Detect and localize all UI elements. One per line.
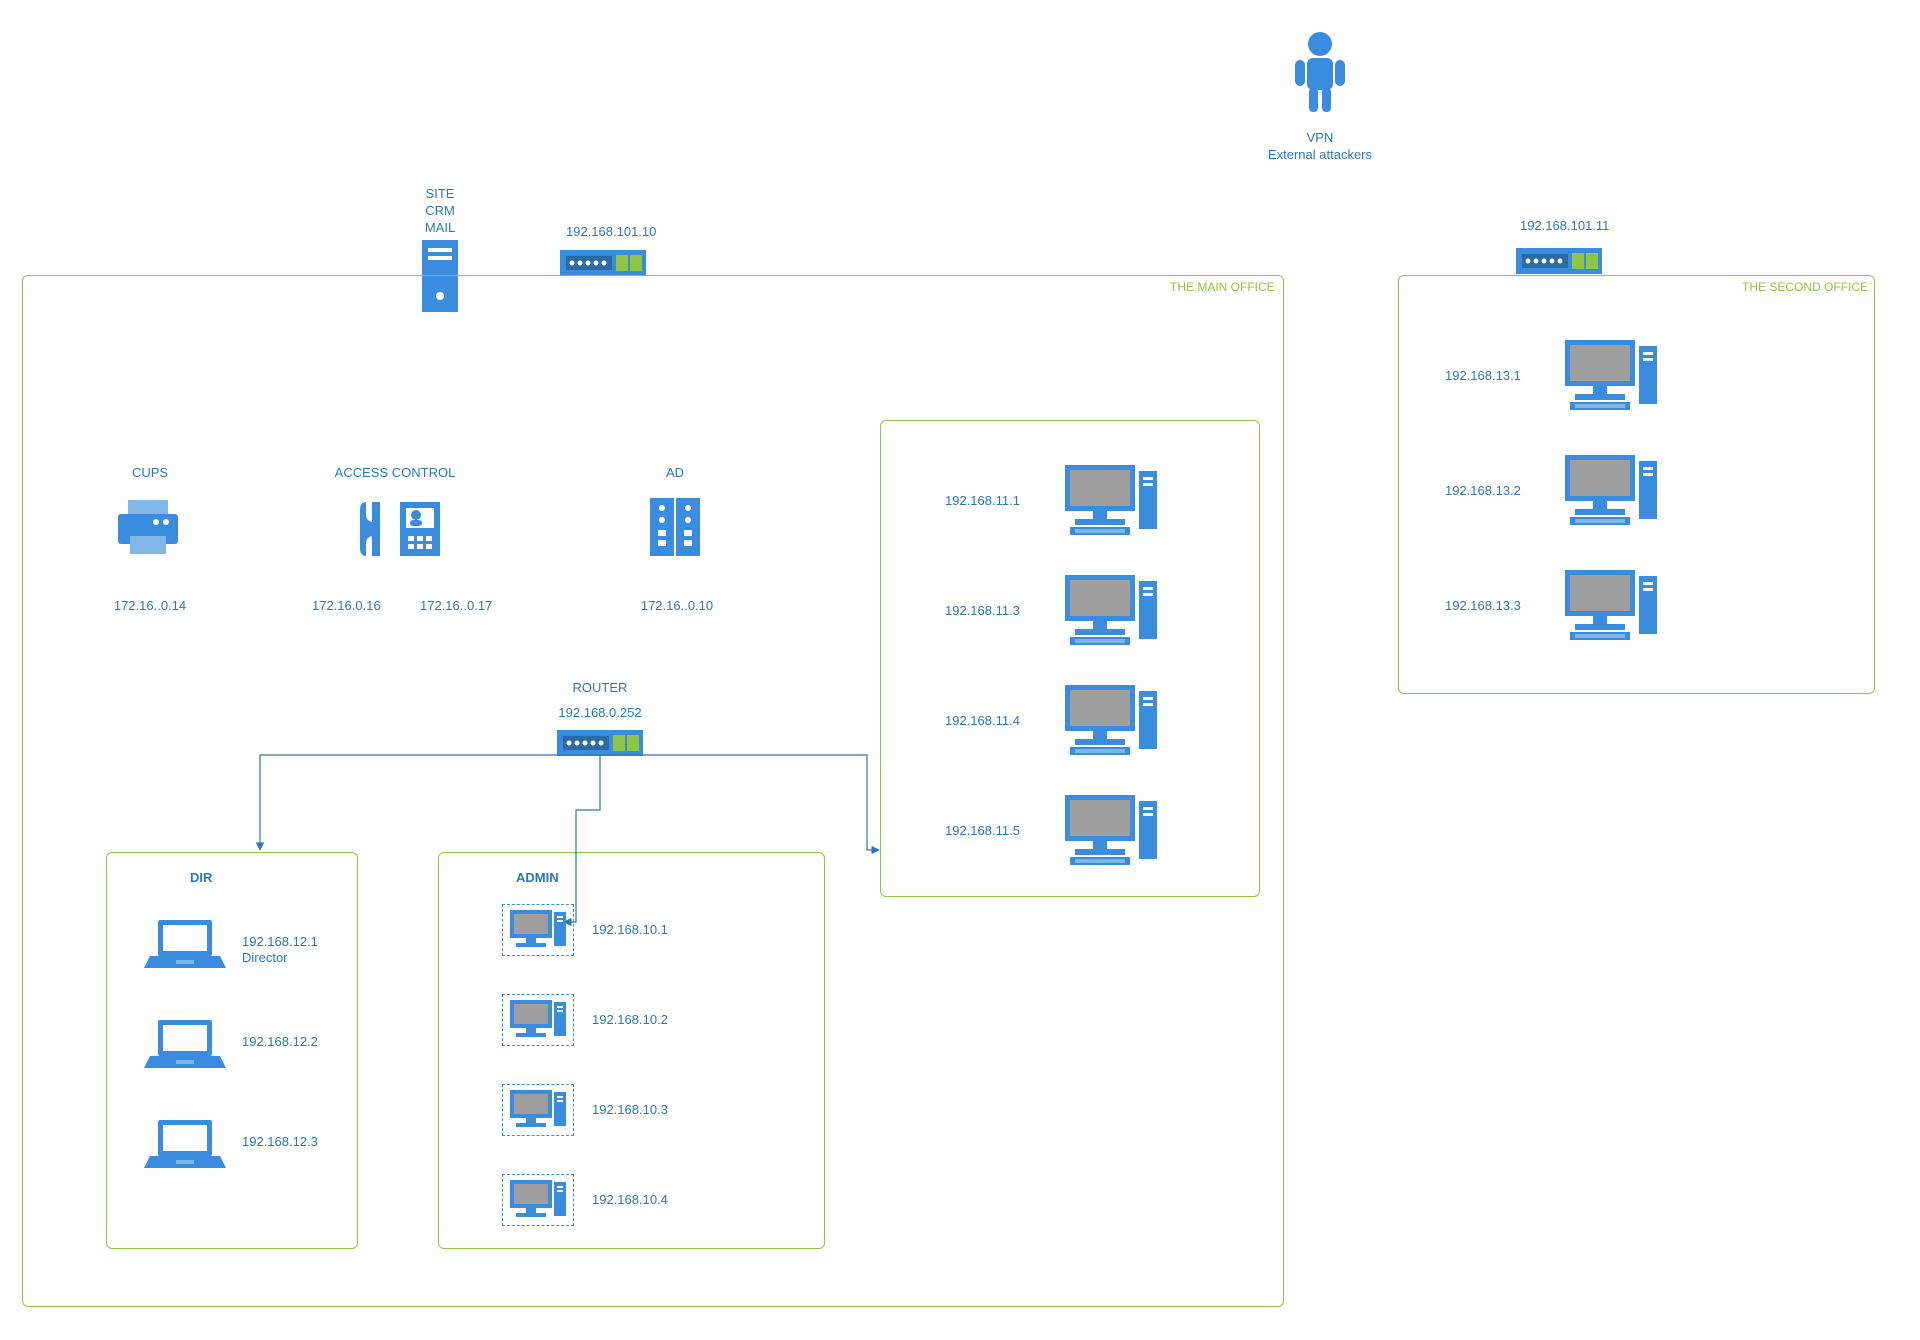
dir-item-ip: 192.168.12.2 (242, 1034, 318, 1051)
admin-item-ip: 192.168.10.1 (592, 922, 668, 939)
switch1-icon (560, 250, 646, 276)
phone-icon (360, 502, 382, 556)
dir-box (106, 852, 358, 1249)
intercom-icon (400, 502, 440, 556)
workgroup-ws-icon (1065, 685, 1157, 757)
workgroup-item-ip: 192.168.11.5 (945, 823, 1020, 840)
server-label: SITE CRM MAIL (410, 186, 470, 237)
ad-label: AD (655, 465, 695, 482)
admin-label: ADMIN (516, 870, 559, 887)
second-office-label: THE SECOND OFFICE (1742, 280, 1868, 296)
workgroup-item-ip: 192.168.11.1 (945, 493, 1020, 510)
dir-laptop-icon (150, 1020, 226, 1070)
switch2-ip: 192.168.101.11 (1520, 218, 1609, 235)
printer-icon (118, 500, 178, 556)
second-office-ws-icon (1565, 455, 1657, 527)
dir-item-ip: 192.168.12.1 (242, 934, 318, 951)
second-office-item-ip: 192.168.13.2 (1445, 483, 1521, 500)
dir-laptop-icon (150, 920, 226, 970)
ad-ip: 172.16..0.10 (632, 598, 722, 615)
admin-item-ip: 192.168.10.2 (592, 1012, 668, 1029)
second-office-ws-icon (1565, 340, 1657, 412)
vpn-label: VPN External attackers (1250, 130, 1390, 164)
access-ip1: 172.16.0.16 (312, 598, 381, 615)
dir-label: DIR (190, 870, 212, 887)
second-office-ws-icon (1565, 570, 1657, 642)
main-office-label: THE MAIN OFFICE (1170, 280, 1275, 296)
cups-ip: 172.16..0.14 (105, 598, 195, 615)
access-label: ACCESS CONTROL (330, 465, 460, 482)
ad-icon (650, 498, 700, 556)
admin-ws-selection (502, 904, 574, 956)
admin-box (438, 852, 825, 1249)
workgroup-item-ip: 192.168.11.4 (945, 713, 1020, 730)
admin-ws-selection (502, 994, 574, 1046)
access-ip2: 172.16..0.17 (420, 598, 492, 615)
switch1-ip: 192.168.101.10 (566, 224, 656, 241)
workgroup-ws-icon (1065, 795, 1157, 867)
admin-item-ip: 192.168.10.3 (592, 1102, 668, 1119)
dir-item-sub: Director (242, 950, 288, 967)
router-ip: 192.168.0.252 (545, 705, 655, 722)
second-office-item-ip: 192.168.13.1 (1445, 368, 1521, 385)
workgroup-ws-icon (1065, 465, 1157, 537)
router-label: ROUTER (545, 680, 655, 697)
admin-ws-selection (502, 1174, 574, 1226)
admin-ws-selection (502, 1084, 574, 1136)
workgroup-item-ip: 192.168.11.3 (945, 603, 1020, 620)
admin-item-ip: 192.168.10.4 (592, 1192, 668, 1209)
second-office-item-ip: 192.168.13.3 (1445, 598, 1521, 615)
workgroup-ws-icon (1065, 575, 1157, 647)
dir-laptop-icon (150, 1120, 226, 1170)
cups-label: CUPS (120, 465, 180, 482)
switch2-icon (1516, 248, 1602, 274)
router-icon (557, 730, 643, 756)
dir-item-ip: 192.168.12.3 (242, 1134, 318, 1151)
vpn-person-icon (1290, 30, 1350, 114)
